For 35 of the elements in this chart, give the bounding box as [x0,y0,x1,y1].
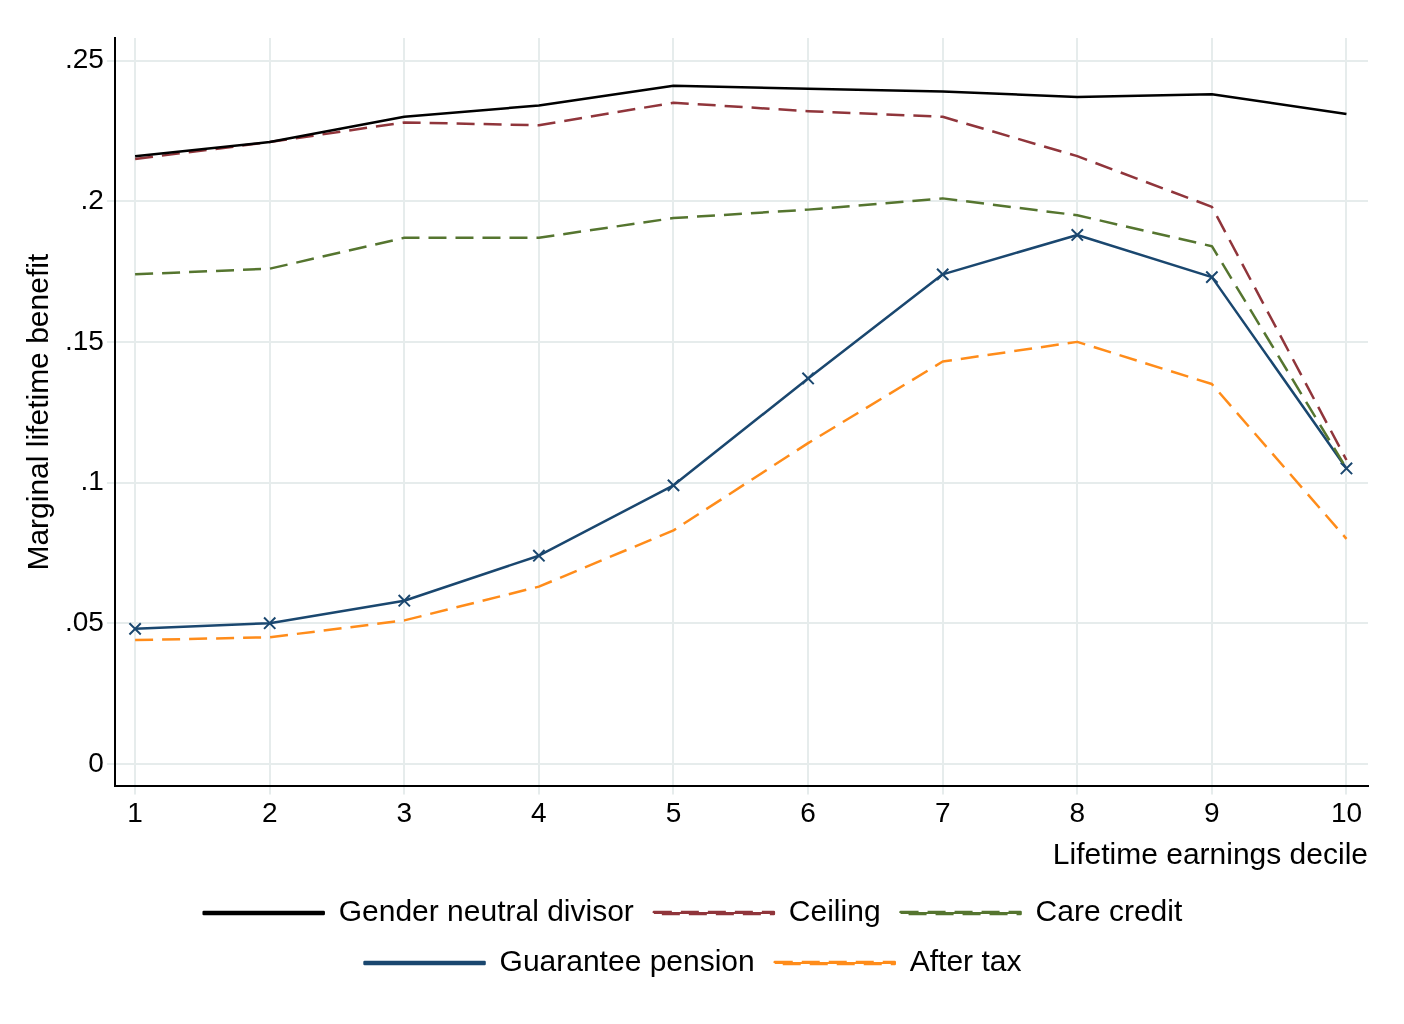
point [532,549,546,563]
y-tick-label: .15 [64,324,104,356]
y-axis-title: Marginal lifetime benefit [21,253,55,571]
line-series [133,340,1348,642]
x-tick-label: 8 [1069,796,1086,828]
y-tick-label: .2 [80,183,104,215]
point [1070,228,1084,242]
y-tick-label: 0 [88,746,104,778]
point [263,616,277,630]
x-tick-label: 2 [261,796,278,828]
x-tick-label: 7 [934,796,951,828]
x-tick-label: 10 [1330,796,1363,828]
x-axis-title: Lifetime earnings decile [1052,837,1368,871]
y-tick-label: .1 [80,465,104,497]
y-tick-label: .25 [64,43,104,75]
point [128,622,142,636]
x-tick-label: 6 [800,796,816,828]
legend-label: Guarantee pension [499,944,755,978]
x-tick-label: 9 [1204,796,1220,828]
point [666,478,681,493]
x-tick-label: 4 [531,796,547,828]
line-series [133,101,1348,462]
legend-label: Gender neutral divisor [338,894,634,928]
legend-label: Ceiling [788,894,881,928]
y-tick-label: .05 [64,605,104,637]
point [801,371,815,386]
legend-label: Care credit [1035,894,1183,928]
legend-label: After tax [909,944,1022,978]
point [1205,270,1219,284]
point [1339,461,1354,476]
x-tick-label: 1 [127,796,143,828]
x-tick-label: 5 [665,796,682,828]
x-tick-label: 3 [396,796,413,828]
point [397,594,411,608]
point [936,267,950,281]
